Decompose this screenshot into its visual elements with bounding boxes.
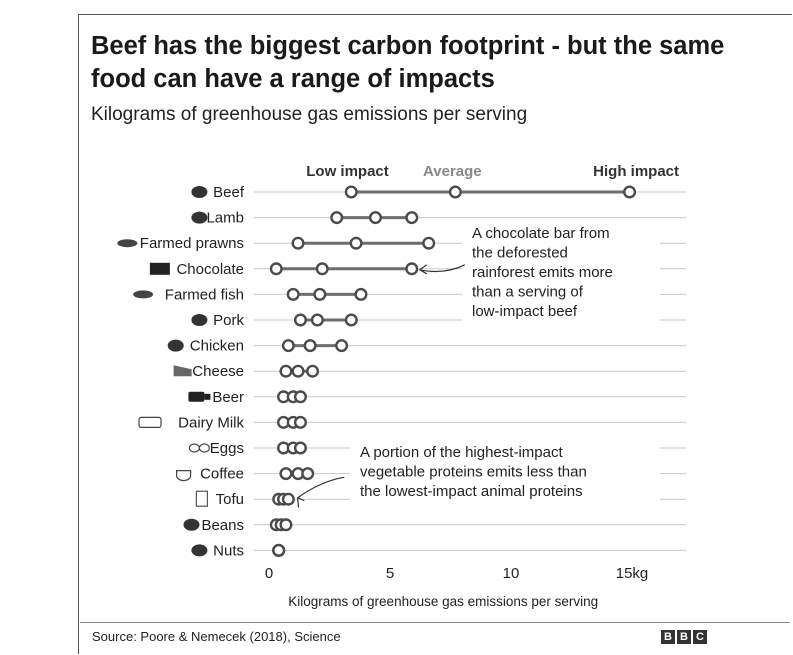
header-low-impact: Low impact: [306, 163, 389, 180]
marker-high-impact: [293, 441, 307, 455]
marker-high-impact: [354, 287, 368, 301]
marker-low-impact: [279, 364, 293, 378]
category-label: Farmed fish: [165, 286, 244, 303]
fish-icon: [133, 290, 154, 299]
category-label: Farmed prawns: [140, 235, 244, 252]
marker-high-impact: [306, 364, 320, 378]
marker-high-impact: [335, 339, 349, 353]
pork-icon: [191, 314, 208, 326]
category-label: Cheese: [192, 363, 244, 380]
coffee-icon: [176, 470, 192, 482]
category-label: Dairy Milk: [178, 414, 244, 431]
chart-title: Beef has the biggest carbon footprint - …: [91, 32, 725, 93]
header-average: Average: [423, 163, 482, 180]
bbc-logo-letter: B: [661, 630, 675, 644]
marker-high-impact: [405, 262, 419, 276]
marker-low-impact: [281, 339, 295, 353]
nuts-icon: [191, 544, 208, 557]
marker-average: [313, 287, 327, 301]
marker-high-impact: [293, 415, 307, 429]
category-label: Eggs: [210, 440, 244, 457]
marker-low-impact: [291, 236, 305, 250]
marker-average: [368, 211, 382, 225]
tofu-icon: [195, 490, 208, 507]
chart-subtitle: Kilograms of greenhouse gas emissions pe…: [91, 104, 528, 125]
annotation-text: rainforest emits more: [472, 264, 613, 281]
category-label: Lamb: [206, 210, 244, 227]
marker-high-impact: [281, 492, 295, 506]
category-label: Beans: [201, 517, 244, 534]
annotation-arrow: [419, 264, 466, 273]
prawn-icon: [117, 239, 138, 248]
marker-high-impact: [623, 185, 637, 199]
marker-average: [448, 185, 462, 199]
annotation-text: vegetable proteins emits less than: [360, 464, 587, 481]
x-tick-label: 15kg: [616, 565, 649, 582]
annotation-text: A portion of the highest-impact: [360, 444, 563, 461]
cheese-icon: [173, 365, 192, 377]
marker-low-impact: [344, 185, 358, 199]
x-axis-label: Kilograms of greenhouse gas emissions pe…: [288, 594, 598, 609]
beer-icon: [188, 391, 205, 402]
category-label: Coffee: [200, 466, 244, 483]
marker-low-impact: [293, 313, 307, 327]
eggs-icon-part: [198, 443, 210, 453]
chicken-icon: [167, 339, 184, 352]
bbc-logo-letter: C: [693, 630, 707, 644]
beer-icon-neck: [204, 393, 211, 400]
footer-divider: [80, 622, 790, 623]
bbc-logo-letter: B: [677, 630, 691, 644]
bbc-logo: B B C: [661, 630, 707, 644]
source-note: Source: Poore & Nemecek (2018), Science: [92, 629, 341, 644]
dot-range-chart: Low impact Average High impact Beef Lamb Farm…: [117, 163, 686, 609]
header-high-impact: High impact: [593, 163, 679, 180]
eggs-icon: [188, 443, 200, 453]
marker-average: [315, 262, 329, 276]
annotation-text: the lowest-impact animal proteins: [360, 483, 583, 500]
x-tick-label: 10: [503, 565, 520, 582]
category-label: Nuts: [213, 542, 244, 559]
marker-low-impact: [279, 467, 293, 481]
annotation-text: A chocolate bar from: [472, 225, 610, 242]
marker-low-impact: [286, 287, 300, 301]
marker-high-impact: [301, 467, 315, 481]
category-label: Chicken: [190, 338, 244, 355]
marker-average: [303, 339, 317, 353]
category-label: Beer: [212, 389, 244, 406]
annotation-arrowhead: [296, 496, 305, 508]
x-tick-label: 0: [265, 565, 273, 582]
annotation-text: the deforested: [472, 245, 568, 262]
marker-high-impact: [344, 313, 358, 327]
milk-icon: [138, 416, 162, 428]
category-label: Tofu: [216, 491, 244, 508]
x-tick-label: 5: [386, 565, 394, 582]
marker-average: [291, 364, 305, 378]
annotation-arrowhead: [418, 264, 428, 275]
marker-high-impact: [279, 518, 293, 532]
category-label: Chocolate: [176, 261, 244, 278]
category-label: Pork: [213, 312, 244, 329]
marker-high-impact: [422, 236, 436, 250]
chocolate-icon: [149, 262, 170, 275]
marker-high-impact: [293, 390, 307, 404]
lamb-icon: [191, 211, 208, 224]
chart-frame: [78, 14, 792, 654]
marker-low-impact: [330, 211, 344, 225]
marker-average: [310, 313, 324, 327]
marker-low-impact: [269, 262, 283, 276]
category-label: Beef: [213, 184, 245, 201]
beans-icon: [183, 518, 200, 531]
beef-icon: [191, 186, 208, 198]
annotation-text: than a serving of: [472, 284, 584, 301]
marker-high-impact: [405, 211, 419, 225]
marker-average: [349, 236, 363, 250]
marker-high-impact: [272, 543, 286, 557]
annotation-text: low-impact beef: [472, 303, 578, 320]
annotation-arrow: [298, 476, 345, 498]
